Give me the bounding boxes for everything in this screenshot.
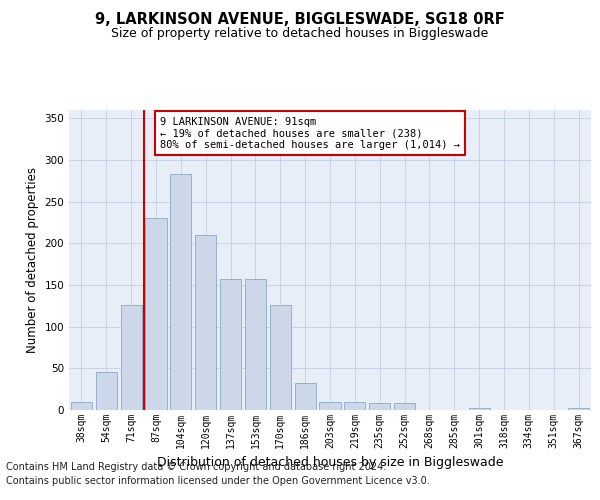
Bar [96,372,117,410]
X-axis label: Distribution of detached houses by size in Biggleswade: Distribution of detached houses by size … [157,456,503,469]
Bar [295,382,316,410]
Bar [195,235,216,410]
Text: Size of property relative to detached houses in Biggleswade: Size of property relative to detached ho… [112,28,488,40]
Bar [469,408,490,410]
Y-axis label: Number of detached properties: Number of detached properties [26,167,39,353]
Text: 9, LARKINSON AVENUE, BIGGLESWADE, SG18 0RF: 9, LARKINSON AVENUE, BIGGLESWADE, SG18 0… [95,12,505,28]
Text: Contains public sector information licensed under the Open Government Licence v3: Contains public sector information licen… [6,476,430,486]
Bar [270,305,291,410]
Bar [121,305,142,410]
Bar [170,174,191,410]
Text: 9 LARKINSON AVENUE: 91sqm
← 19% of detached houses are smaller (238)
80% of semi: 9 LARKINSON AVENUE: 91sqm ← 19% of detac… [160,116,460,150]
Text: Contains HM Land Registry data © Crown copyright and database right 2024.: Contains HM Land Registry data © Crown c… [6,462,386,472]
Bar [220,279,241,410]
Bar [568,408,589,410]
Bar [71,402,92,410]
Bar [319,402,341,410]
Bar [245,279,266,410]
Bar [394,404,415,410]
Bar [369,402,390,410]
Bar [344,402,365,410]
Bar [145,218,167,410]
